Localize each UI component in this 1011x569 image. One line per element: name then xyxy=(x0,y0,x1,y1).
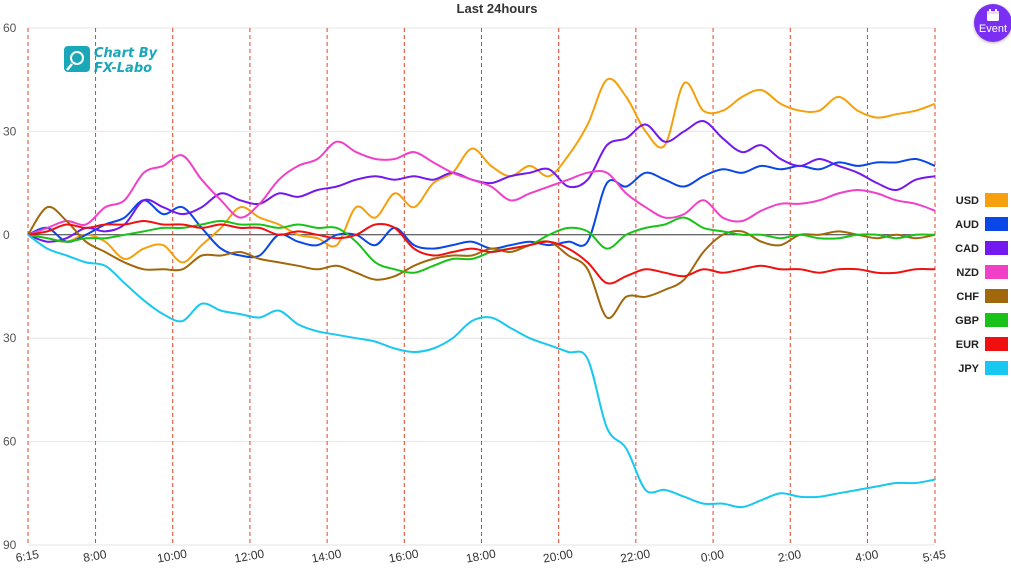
legend-swatch-aud xyxy=(985,217,1008,231)
series-line-nzd xyxy=(27,140,936,236)
y-axis: 60 30 0 30 60 90 xyxy=(3,21,17,552)
calendar-icon xyxy=(987,9,999,21)
y-tick-label: 60 xyxy=(3,21,17,35)
x-tick-label: 16:00 xyxy=(388,547,420,566)
legend-label-jpy: JPY xyxy=(958,363,979,375)
legend-label-usd: USD xyxy=(956,195,979,207)
x-tick-label: 20:00 xyxy=(542,547,574,566)
event-button-label: Event xyxy=(978,23,1008,35)
legend-swatch-usd xyxy=(985,193,1008,207)
y-tick-label: 90 xyxy=(3,538,17,552)
y-tick-label: 30 xyxy=(3,331,17,345)
legend-swatch-gbp xyxy=(985,313,1008,327)
x-tick-label: 14:00 xyxy=(310,547,342,566)
legend-label-eur: EUR xyxy=(956,339,979,351)
legend-label-nzd: NZD xyxy=(956,267,979,279)
x-tick-label: 12:00 xyxy=(233,547,265,566)
legend-swatch-chf xyxy=(985,289,1008,303)
x-axis: 6:15 8:00 10:00 12:00 14:00 16:00 18:00 20:00 22… xyxy=(15,547,948,566)
x-tick-label: 2:00 xyxy=(777,547,803,565)
legend-swatch-eur xyxy=(985,337,1008,351)
series-line-aud xyxy=(27,157,936,259)
x-tick-label: 18:00 xyxy=(465,547,497,566)
series-line-jpy xyxy=(27,233,936,509)
x-tick-label: 10:00 xyxy=(156,547,188,566)
series-line-usd xyxy=(27,77,936,264)
event-button[interactable]: Event xyxy=(974,4,1011,42)
series-lines xyxy=(27,77,936,509)
x-tick-label: 6:15 xyxy=(15,547,41,565)
legend-label-gbp: GBP xyxy=(955,315,979,327)
legend-label-aud: AUD xyxy=(955,219,979,231)
x-tick-label: 5:45 xyxy=(922,547,948,565)
logo-line-1: Chart By xyxy=(94,46,158,61)
x-tick-label: 4:00 xyxy=(854,547,880,565)
y-tick-label: 60 xyxy=(3,435,17,449)
legend: USD AUD CAD NZD CHF GBP EUR JPY xyxy=(955,193,1008,375)
x-tick-label: 0:00 xyxy=(700,547,726,565)
legend-swatch-jpy xyxy=(985,361,1008,375)
logo-line-2: FX-Labo xyxy=(94,61,152,76)
series-line-gbp xyxy=(27,216,936,274)
chart-title: Last 24hours xyxy=(457,1,538,16)
legend-swatch-nzd xyxy=(985,265,1008,279)
y-tick-label: 30 xyxy=(3,124,17,138)
legend-swatch-cad xyxy=(985,241,1008,255)
x-tick-label: 8:00 xyxy=(82,547,108,565)
series-line-chf xyxy=(27,205,936,320)
y-tick-label: 0 xyxy=(3,228,10,242)
series-line-eur xyxy=(27,220,936,285)
grid xyxy=(27,27,936,546)
x-tick-label: 22:00 xyxy=(619,547,651,566)
legend-label-cad: CAD xyxy=(955,243,979,255)
legend-label-chf: CHF xyxy=(956,291,979,303)
fx-labo-logo: Chart By FX-Labo xyxy=(64,46,158,76)
